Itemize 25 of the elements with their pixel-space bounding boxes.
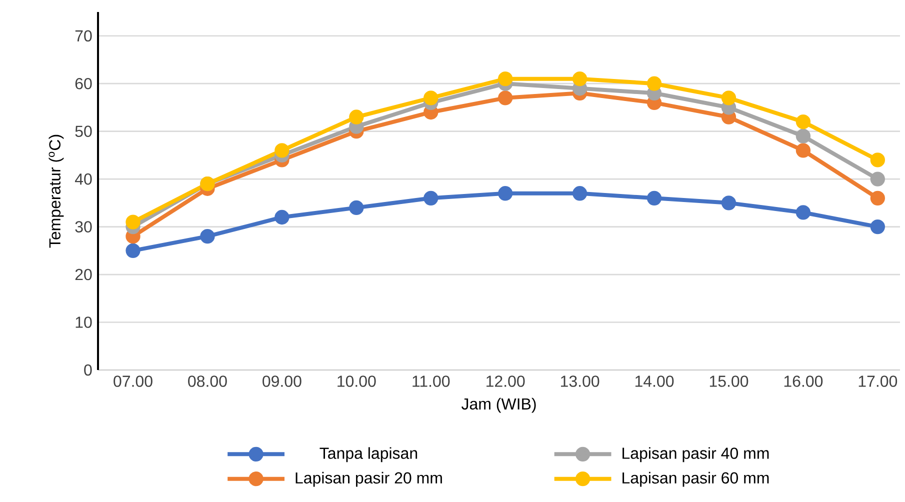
x-tick-label: 10.00 <box>338 376 376 387</box>
x-tick-label: 15.00 <box>710 376 748 387</box>
y-tick-label: 50 <box>75 126 92 137</box>
legend-label: Lapisan pasir 40 mm <box>622 447 769 462</box>
legend-label: Tanpa lapisan <box>320 447 418 462</box>
x-tick-label: 13.00 <box>560 376 600 387</box>
x-tick-label: 11.00 <box>412 376 450 387</box>
x-tick-label: 14.00 <box>635 376 674 387</box>
y-tick-label: 60 <box>75 78 92 90</box>
x-tick-label: 08.00 <box>188 376 227 387</box>
y-tick-label: 40 <box>74 173 92 185</box>
x-axis-title: Jam (WIB) <box>461 398 536 413</box>
y-tick-label: 30 <box>75 221 92 232</box>
x-tick-label: 09.00 <box>262 376 302 387</box>
y-axis-title: Temperatur ($^{o}$C) <box>48 134 64 248</box>
legend-label: Lapisan pasir 20 mm <box>296 472 442 487</box>
y-tick-label: 70 <box>75 30 92 42</box>
x-tick-label: 17.00 <box>858 376 898 387</box>
y-tick-label: 10 <box>76 316 92 328</box>
x-tick-label: 16.00 <box>784 376 823 387</box>
x-tick-label: 12.00 <box>486 376 525 387</box>
y-tick-label: 20 <box>75 268 92 280</box>
legend-label: Lapisan pasir 60 mm <box>622 472 769 487</box>
y-tick-label: 0 <box>84 364 92 376</box>
x-tick-label: 07.00 <box>114 376 152 387</box>
